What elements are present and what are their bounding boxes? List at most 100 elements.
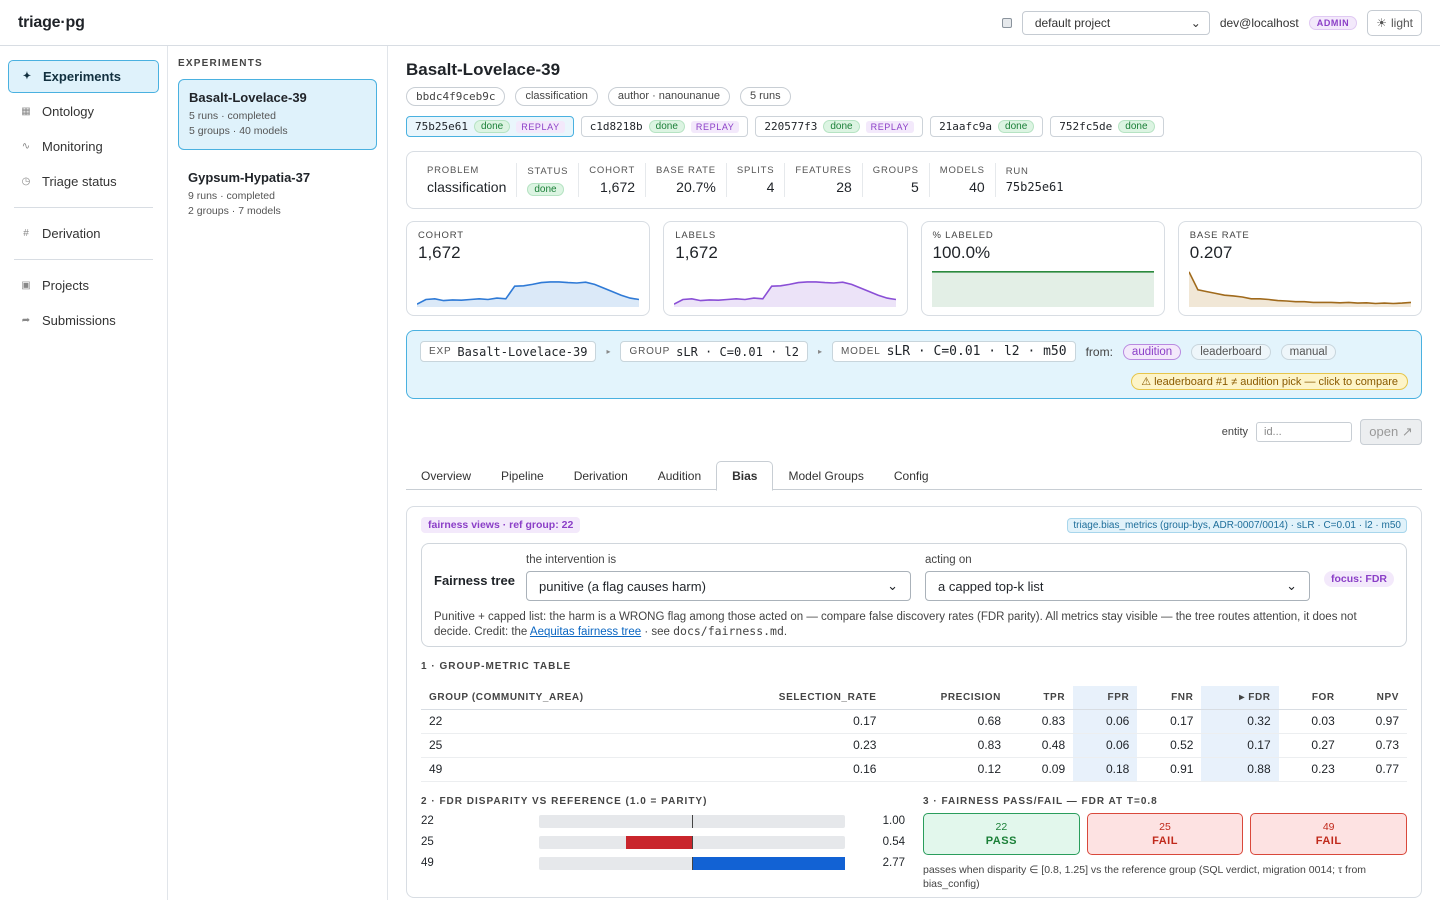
sun-icon: ☀ xyxy=(1376,15,1387,30)
sparkline xyxy=(931,271,1154,307)
pass-fail-verdict: PASS xyxy=(985,834,1017,847)
main-panel: Basalt-Lovelace-39 bbdc4f9ceb9c classifi… xyxy=(388,46,1440,900)
table-cell: 0.16 xyxy=(699,757,885,782)
table-cell: 0.52 xyxy=(1137,733,1202,758)
sidebar-item-ontology[interactable]: ▦ Ontology xyxy=(8,95,159,128)
sidebar-item-derivation[interactable]: # Derivation xyxy=(8,217,159,250)
sidebar-item-projects[interactable]: ▣ Projects xyxy=(8,269,159,302)
sidebar-item-label: Triage status xyxy=(42,174,117,189)
run-chip[interactable]: 752fc5de done xyxy=(1050,116,1164,137)
source-manual[interactable]: manual xyxy=(1280,343,1337,360)
project-select[interactable]: default project ⌄ xyxy=(1021,10,1210,35)
table-cell: 0.83 xyxy=(1009,709,1074,734)
detail-tabs: Overview Pipeline Derivation Audition Bi… xyxy=(406,461,1422,491)
table-cell: 0.27 xyxy=(1278,733,1343,758)
table-cell: 0.23 xyxy=(699,733,885,758)
tab-overview[interactable]: Overview xyxy=(421,468,472,483)
stat-value: 5 xyxy=(910,179,919,195)
table-cell: 25 xyxy=(421,733,700,758)
problem-chip: classification xyxy=(515,87,598,106)
sparkline-line xyxy=(417,281,639,305)
acting-on-label: acting on xyxy=(925,554,972,566)
app-brand[interactable]: triage·pg xyxy=(18,13,85,31)
sidebar-item-monitoring[interactable]: ∿ Monitoring xyxy=(8,130,159,163)
sparkline-line xyxy=(674,281,897,305)
table-cell: 0.12 xyxy=(884,757,1010,782)
context-group[interactable]: GROUP sLR · C=0.01 · l2 xyxy=(620,341,808,362)
experiment-list: EXPERIMENTS Basalt-Lovelace-39 5 runs · … xyxy=(168,46,388,900)
run-selector: 75b25e61 done REPLAY c1d8218b done REPLA… xyxy=(406,116,1422,137)
tab-audition[interactable]: Audition xyxy=(657,468,702,483)
experiment-card[interactable]: Basalt-Lovelace-39 5 runs · completed 5 … xyxy=(178,79,377,150)
sidebar-item-experiments[interactable]: ✦ Experiments xyxy=(8,60,159,93)
disparity-bar xyxy=(539,835,845,849)
run-chip[interactable]: 21aafc9a done xyxy=(930,116,1044,137)
table-cell: 0.06 xyxy=(1073,733,1138,758)
sidebar-item-label: Monitoring xyxy=(42,139,103,154)
sidebar-item-triage-status[interactable]: ◷ Triage status xyxy=(8,165,159,198)
table-cell: 22 xyxy=(421,709,700,734)
intervention-select[interactable]: punitive (a flag causes harm) ⌄ xyxy=(526,571,911,601)
spark-card-base-rate: BASE RATE 0.207 xyxy=(1177,221,1422,316)
disparity-bar xyxy=(539,856,845,870)
run-chip[interactable]: c1d8218b done REPLAY xyxy=(580,116,749,137)
source-audition[interactable]: audition xyxy=(1122,343,1182,360)
disparity-value: 0.54 xyxy=(882,836,905,848)
explanation-text: Punitive + capped list: the harm is a WR… xyxy=(434,611,1357,638)
experiment-card[interactable]: Gypsum-Hypatia-37 9 runs · completed 2 g… xyxy=(178,160,377,229)
sparkle-icon: ✦ xyxy=(22,71,32,82)
project-select-value: default project xyxy=(1034,15,1111,30)
theme-toggle-label: light xyxy=(1390,15,1413,30)
chevron-down-icon: ⌄ xyxy=(1190,15,1201,30)
run-chip[interactable]: 75b25e61 done REPLAY xyxy=(406,116,574,137)
sidebar-divider xyxy=(14,207,153,208)
context-model[interactable]: MODEL sLR · C=0.01 · l2 · m50 xyxy=(832,341,1076,362)
entity-input[interactable]: id... xyxy=(1256,422,1352,442)
tab-bias[interactable]: Bias xyxy=(716,461,774,491)
aequitas-link[interactable]: Aequitas fairness tree xyxy=(529,626,642,638)
source-leaderboard[interactable]: leaderboard xyxy=(1191,343,1271,360)
chevron-right-icon: ▸ xyxy=(817,347,822,356)
sparkline-area xyxy=(931,271,1154,307)
experiment-name: Gypsum-Hypatia-37 xyxy=(188,170,311,185)
stat-value: 40 xyxy=(969,179,985,195)
table-cell: 0.91 xyxy=(1137,757,1202,782)
run-id: 75b25e61 xyxy=(415,120,468,133)
table-row: 49 0.16 0.12 0.09 0.18 0.91 0.88 0.23 0.77 xyxy=(421,757,1407,782)
context-experiment[interactable]: EXP Basalt-Lovelace-39 xyxy=(420,341,597,362)
pass-fail-verdict: FAIL xyxy=(1152,834,1178,847)
sparkline-area xyxy=(674,281,897,307)
tab-derivation[interactable]: Derivation xyxy=(573,468,628,483)
fairness-tree-title: Fairness tree xyxy=(434,573,515,588)
context-value: sLR · C=0.01 · l2 · m50 xyxy=(886,344,1067,359)
run-chip[interactable]: 220577f3 done REPLAY xyxy=(755,116,924,137)
parity-line xyxy=(692,835,693,849)
compare-warning[interactable]: ⚠ leaderboard #1 ≠ audition pick — click… xyxy=(1131,373,1408,390)
sidebar-divider xyxy=(14,259,153,260)
open-button[interactable]: open ↗ xyxy=(1360,419,1422,445)
tab-pipeline[interactable]: Pipeline xyxy=(501,468,544,483)
sidebar-item-submissions[interactable]: ➦ Submissions xyxy=(8,304,159,337)
sidebar-item-label: Ontology xyxy=(42,104,95,119)
fairness-tree-explanation: Punitive + capped list: the harm is a WR… xyxy=(434,610,1394,639)
stat-splits: SPLITS 4 xyxy=(727,163,786,197)
pass-fail-verdict: FAIL xyxy=(1315,834,1342,847)
status-badge: done xyxy=(823,120,860,133)
acting-on-select[interactable]: a capped top-k list ⌄ xyxy=(925,571,1310,601)
fairness-pass-fail: 3 · FAIRNESS PASS/FAIL — FDR AT T=0.8 22… xyxy=(923,796,1408,891)
disparity-value: 1.00 xyxy=(882,815,905,827)
bias-source-pill: triage.bias_metrics (group-bys, ADR-0007… xyxy=(1067,517,1407,533)
tab-model-groups[interactable]: Model Groups xyxy=(788,468,864,483)
column-header: FPR xyxy=(1073,686,1138,710)
table-row: 22 0.17 0.68 0.83 0.06 0.17 0.32 0.03 0.97 xyxy=(421,709,1407,734)
tab-config[interactable]: Config xyxy=(893,468,929,483)
theme-toggle-button[interactable]: ☀ light xyxy=(1367,9,1422,36)
stat-value: 75b25e61 xyxy=(1005,180,1064,194)
disparity-bar xyxy=(539,814,845,828)
disparity-fill xyxy=(692,856,845,870)
group-metric-title: 1 · GROUP-METRIC TABLE xyxy=(421,661,572,672)
experiment-chips: bbdc4f9ceb9c classification author · nan… xyxy=(406,87,1422,106)
acting-on-value: a capped top-k list xyxy=(938,578,1044,594)
fairness-tree: Fairness tree the intervention is puniti… xyxy=(421,543,1407,647)
stat-value: 4 xyxy=(766,179,775,195)
